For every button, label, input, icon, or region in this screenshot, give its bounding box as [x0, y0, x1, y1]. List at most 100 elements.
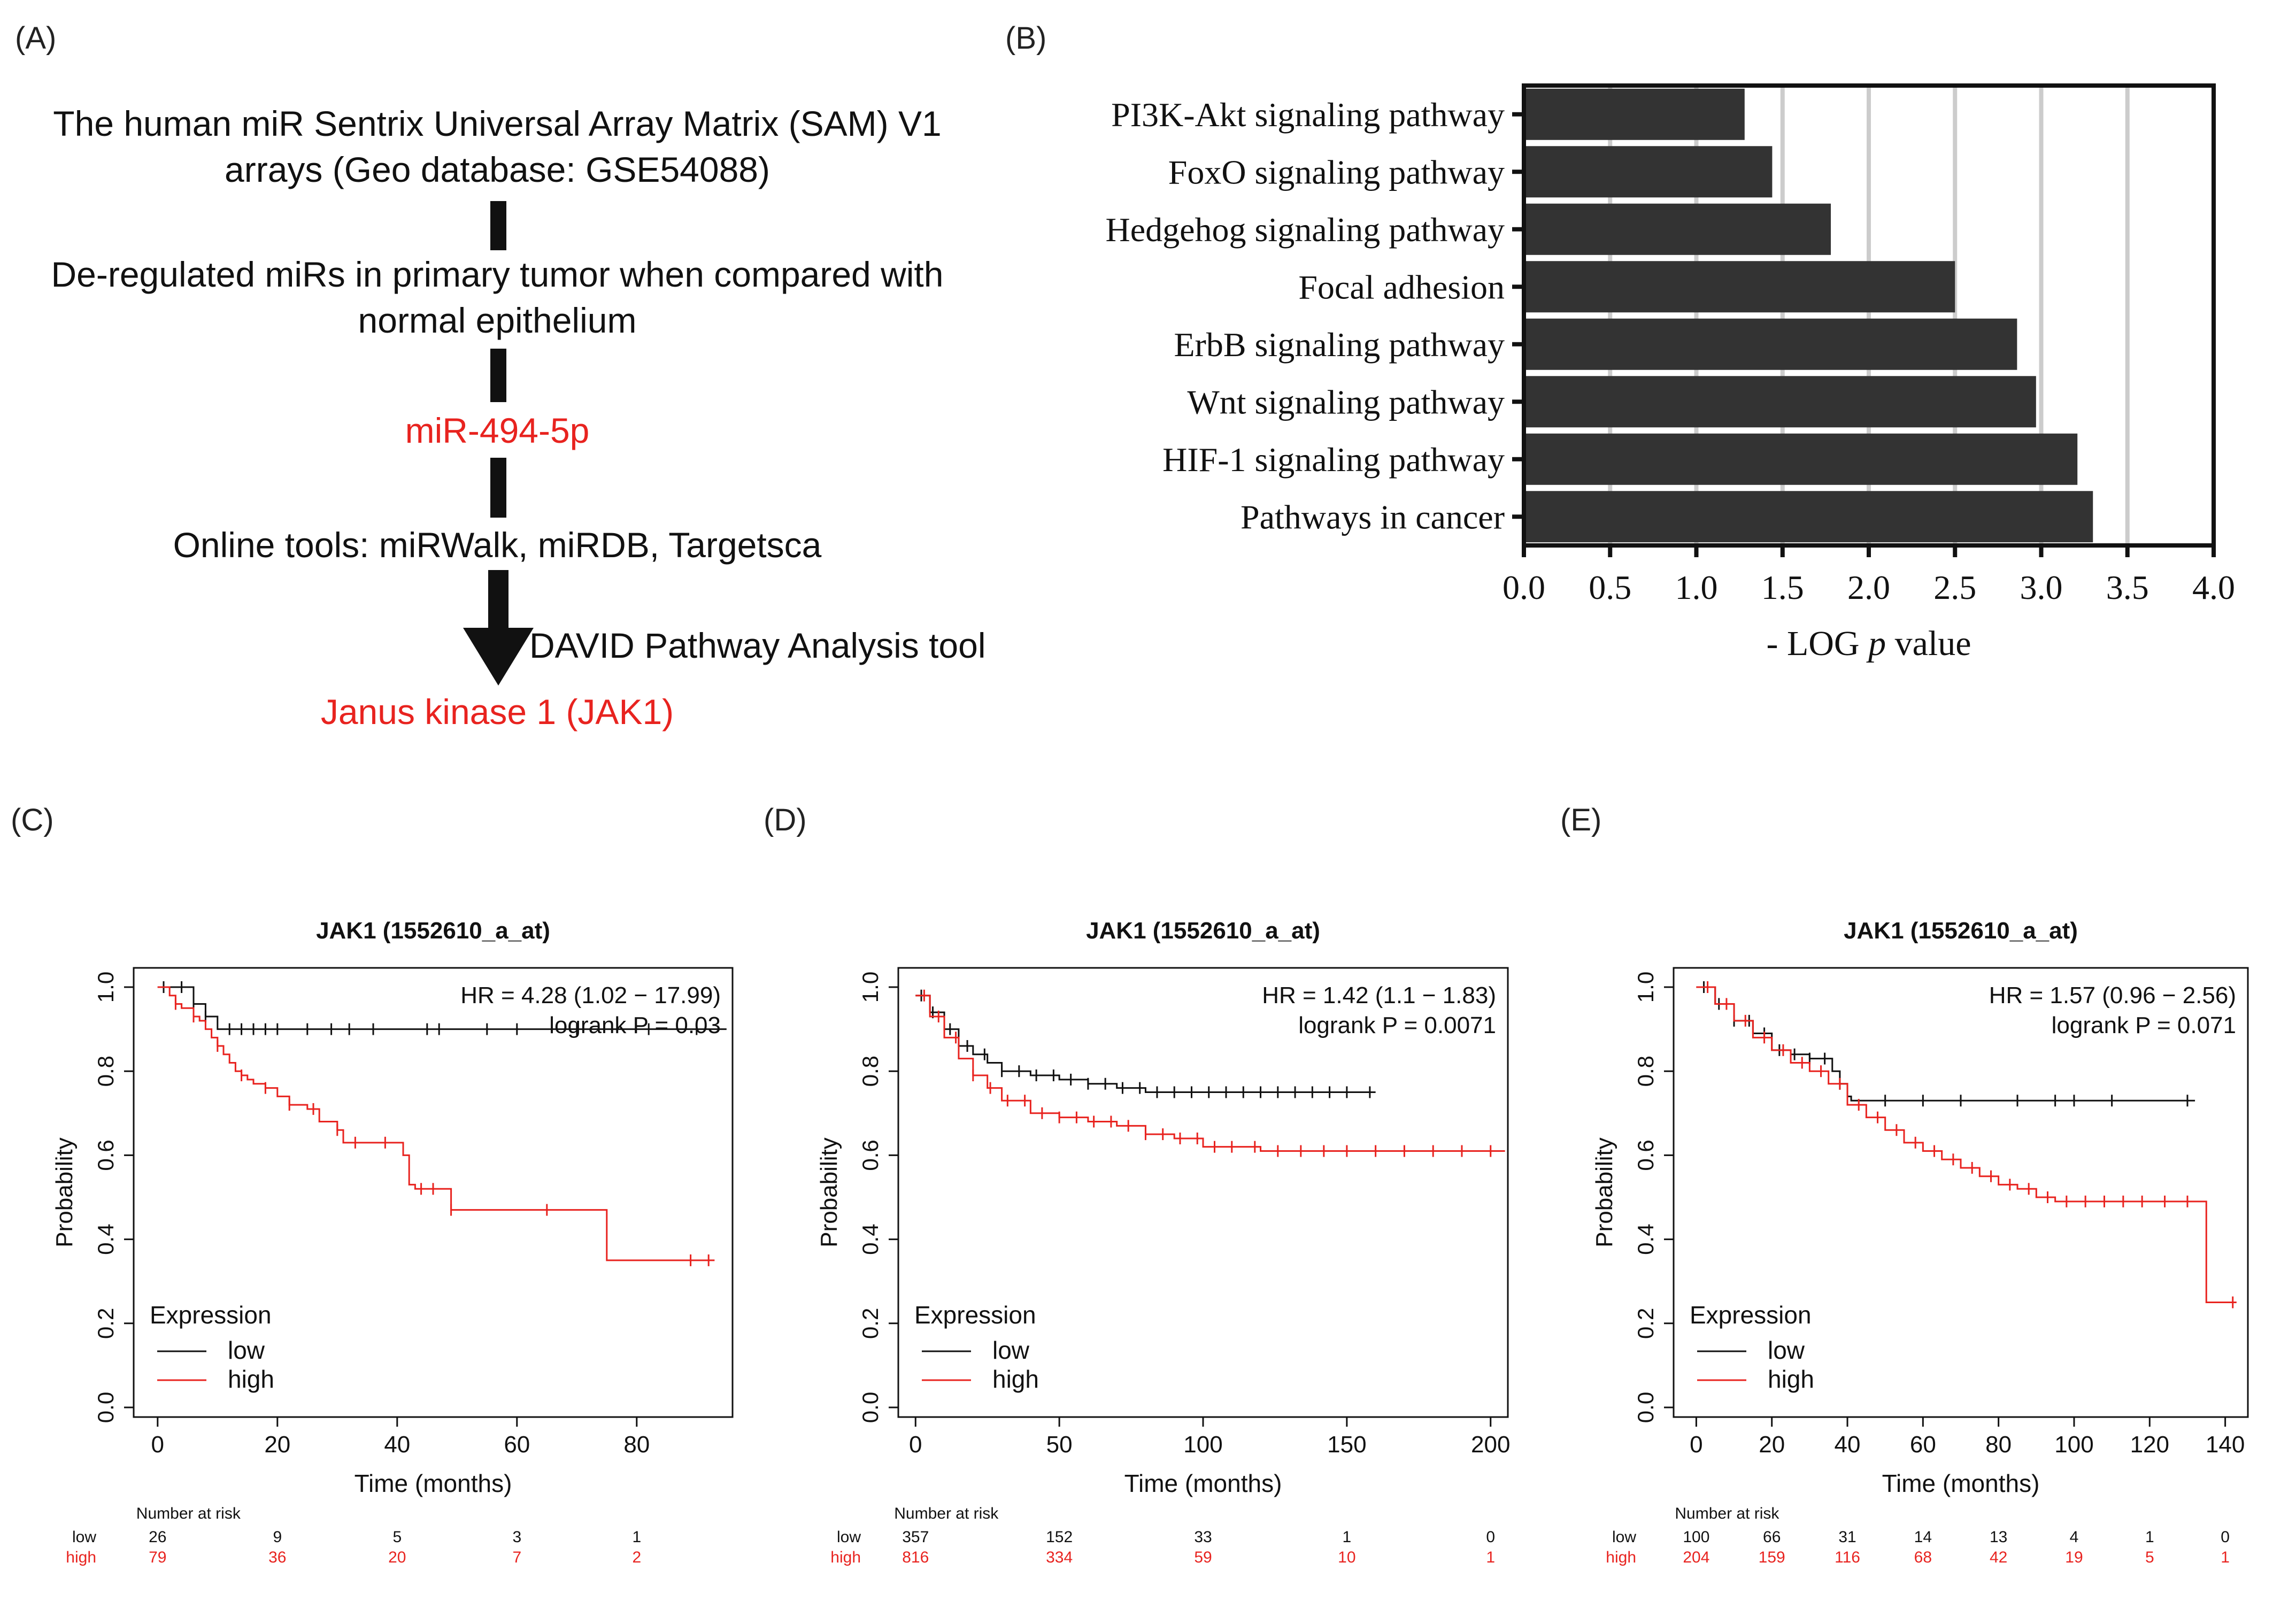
x-axis-label: Time (months) [355, 1469, 512, 1497]
x-tick-label: 0 [1690, 1431, 1702, 1458]
panel-label-d: (D) [764, 803, 807, 837]
y-tick-label: 0.4 [858, 1223, 883, 1254]
risk-row-label-high: high [830, 1549, 861, 1566]
legend-label-high: high [1768, 1365, 1814, 1393]
risk-count-low: 0 [2221, 1528, 2230, 1546]
risk-row-label-low: low [837, 1528, 861, 1546]
km-curve-high [1696, 986, 2237, 1303]
y-tick-label: 1.0 [1633, 972, 1658, 1003]
risk-count-low: 1 [1343, 1528, 1352, 1546]
category-label: Wnt signaling pathway [1187, 383, 1505, 421]
risk-count-high: 68 [1914, 1549, 1932, 1566]
risk-header: Number at risk [1675, 1505, 1779, 1522]
km-curve-high [157, 986, 715, 1261]
bar-1 [1524, 146, 1773, 198]
risk-count-low: 14 [1914, 1528, 1932, 1546]
risk-count-low: 33 [1194, 1528, 1212, 1546]
y-axis-label: Probability [816, 1137, 842, 1247]
bar-0 [1524, 88, 1745, 140]
x-tick-label: 40 [384, 1431, 410, 1458]
y-tick-label: 0.8 [1633, 1056, 1658, 1087]
y-axis-label: Probability [1591, 1137, 1617, 1247]
risk-count-high: 36 [268, 1549, 286, 1566]
x-tick-label: 140 [2206, 1431, 2245, 1458]
risk-row-label-high: high [1606, 1549, 1636, 1566]
flow-connector-1 [490, 201, 506, 250]
risk-count-high: 20 [388, 1549, 406, 1566]
category-label: Focal adhesion [1298, 268, 1505, 306]
logrank-text: logrank P = 0.071 [2052, 1012, 2236, 1038]
x-tick-label: 200 [1471, 1431, 1510, 1458]
km-curve-low [915, 995, 1376, 1093]
risk-count-high: 1 [2221, 1549, 2230, 1566]
flow-step-jak1: Janus kinase 1 (JAK1) [320, 692, 674, 732]
x-tick-label: 100 [1183, 1431, 1222, 1458]
risk-count-low: 3 [512, 1528, 521, 1546]
hr-text: HR = 4.28 (1.02 − 17.99) [460, 982, 721, 1009]
legend-label-low: low [992, 1336, 1030, 1364]
panel-label-c: (C) [11, 803, 54, 837]
x-axis-label: Time (months) [1882, 1469, 2040, 1497]
risk-count-high: 7 [512, 1549, 521, 1566]
bar-3 [1524, 261, 1955, 313]
risk-count-high: 42 [1990, 1549, 2007, 1566]
legend-label-high: high [228, 1365, 274, 1393]
panel-label-b: (B) [1005, 21, 1047, 56]
y-axis-label: Probability [51, 1137, 78, 1247]
category-label: Pathways in cancer [1241, 498, 1505, 536]
chart-title: JAK1 (1552610_a_at) [1086, 918, 1320, 944]
risk-header: Number at risk [894, 1505, 999, 1522]
risk-row-label-low: low [1612, 1528, 1636, 1546]
plot-frame [1673, 967, 2249, 1418]
plot-frame [133, 967, 734, 1418]
risk-count-high: 204 [1683, 1549, 1709, 1566]
x-axis-label: Time (months) [1124, 1469, 1282, 1497]
x-tick-label: 100 [2054, 1431, 2093, 1458]
risk-count-low: 9 [273, 1528, 282, 1546]
y-tick-label: 0.0 [858, 1392, 883, 1423]
chart-title: JAK1 (1552610_a_at) [1844, 918, 2078, 944]
risk-count-high: 59 [1194, 1549, 1212, 1566]
chart-title: JAK1 (1552610_a_at) [316, 918, 550, 944]
bar-5 [1524, 376, 2036, 428]
category-label: PI3K-Akt signaling pathway [1111, 96, 1505, 134]
risk-count-high: 79 [149, 1549, 166, 1566]
x-tick-label: 150 [1327, 1431, 1366, 1458]
category-label: HIF-1 signaling pathway [1162, 441, 1505, 479]
legend-title: Expression [1690, 1301, 1812, 1329]
y-tick-label: 0.4 [1633, 1223, 1658, 1254]
risk-count-low: 31 [1838, 1528, 1856, 1546]
category-label: ErbB signaling pathway [1174, 326, 1505, 364]
panel-label-a: (A) [15, 21, 57, 56]
risk-count-low: 26 [149, 1528, 166, 1546]
y-tick-label: 1.0 [858, 972, 883, 1003]
y-tick-label: 1.0 [93, 972, 118, 1003]
bar-4 [1524, 318, 2017, 370]
x-tick-label: 20 [1759, 1431, 1785, 1458]
y-tick-label: 0.2 [1633, 1308, 1658, 1339]
x-tick-label: 2.0 [1847, 568, 1890, 606]
flow-arrow-shaft [488, 570, 508, 630]
flow-arrow-head-icon [463, 628, 534, 686]
risk-count-low: 0 [1486, 1528, 1495, 1546]
y-tick-label: 0.4 [93, 1223, 118, 1254]
y-tick-label: 0.2 [93, 1308, 118, 1339]
y-tick-label: 0.2 [858, 1308, 883, 1339]
risk-count-high: 2 [632, 1549, 641, 1566]
logrank-text: logrank P = 0.03 [549, 1012, 721, 1038]
x-tick-label: 120 [2130, 1431, 2169, 1458]
x-tick-label: 1.0 [1675, 568, 1718, 606]
logrank-text: logrank P = 0.0071 [1298, 1012, 1496, 1038]
bar-7 [1524, 491, 2093, 543]
y-tick-label: 0.0 [93, 1392, 118, 1423]
flow-step-mirna: miR-494-5p [405, 411, 590, 450]
y-tick-label: 0.8 [858, 1056, 883, 1087]
category-label: Hedgehog signaling pathway [1106, 211, 1505, 249]
risk-count-low: 66 [1763, 1528, 1781, 1546]
risk-count-high: 5 [2145, 1549, 2154, 1566]
bar-2 [1524, 203, 1831, 255]
km-plot-e: JAK1 (1552610_a_at) 0.0 0.2 0.4 0.6 0.8 1.0 Pro… [1591, 918, 2249, 1566]
x-tick-label: 1.5 [1761, 568, 1804, 606]
y-tick-label: 0.8 [93, 1056, 118, 1087]
